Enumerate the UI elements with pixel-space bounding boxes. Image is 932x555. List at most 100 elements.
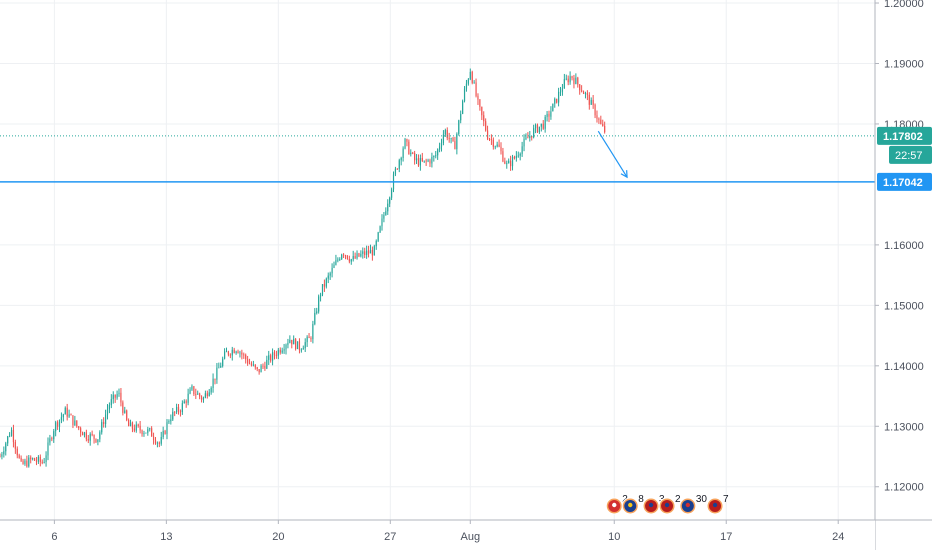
candle-body — [538, 126, 540, 133]
candle-body — [227, 351, 230, 355]
candle-body — [68, 414, 70, 417]
candle-body — [600, 119, 602, 124]
candle-body — [358, 253, 360, 257]
candle-body — [233, 349, 235, 354]
candle-body — [64, 407, 66, 415]
candle-body — [131, 422, 134, 429]
x-tick-label: Aug — [461, 531, 481, 543]
candle-body — [158, 442, 160, 444]
time-axis-bg — [0, 520, 875, 550]
candle-body — [419, 157, 421, 166]
candle-body — [247, 359, 249, 364]
candle-body — [312, 324, 314, 340]
candle-body — [137, 424, 139, 426]
candle-body — [396, 168, 398, 170]
candle-body — [456, 133, 458, 150]
candle-body — [304, 342, 306, 349]
candle-body — [30, 457, 32, 460]
candle-body — [80, 428, 82, 433]
candle-body — [0, 456, 1, 458]
candle-body — [344, 255, 347, 257]
candle-body — [604, 125, 606, 133]
economic-events[interactable]: 2832307 — [605, 494, 729, 515]
candle-body — [575, 77, 577, 84]
candle-body — [91, 434, 93, 435]
candle-body — [321, 284, 324, 295]
candle-body — [156, 442, 159, 444]
event-marker[interactable]: 7 — [706, 494, 729, 515]
candle-body — [571, 76, 573, 79]
candle-body — [287, 342, 289, 345]
candle-body — [331, 267, 333, 274]
event-marker[interactable]: 2 — [658, 494, 681, 515]
candle-body — [431, 156, 433, 164]
candle-body — [415, 158, 418, 161]
candle-body — [295, 338, 297, 350]
candle-body — [120, 392, 122, 403]
candle-body — [208, 392, 210, 397]
candle-body — [258, 369, 260, 373]
countdown-label: 22:57 — [895, 150, 923, 162]
candle-body — [218, 367, 220, 369]
candle-body — [291, 339, 293, 345]
x-tick-label: 20 — [272, 531, 284, 543]
candle-body — [383, 214, 385, 219]
candle-body — [195, 394, 197, 395]
candle-body — [502, 151, 504, 162]
candle-body — [204, 393, 206, 398]
candle-body — [78, 426, 80, 429]
candle-body — [498, 144, 500, 147]
candle-body — [128, 420, 130, 427]
candle-body — [582, 91, 585, 95]
candle-body — [310, 338, 312, 340]
candle-body — [56, 422, 59, 427]
candle-body — [327, 275, 329, 279]
candle-body — [521, 146, 523, 154]
candle-body — [481, 106, 483, 116]
candle-body — [35, 460, 38, 462]
candle-body — [237, 351, 239, 354]
candle-body — [103, 422, 105, 424]
candle-body — [440, 142, 443, 147]
candle-body — [579, 84, 581, 91]
candle-body — [414, 153, 416, 161]
event-marker[interactable]: 8 — [621, 494, 644, 515]
candle-body — [245, 354, 247, 360]
candle-body — [354, 256, 356, 259]
candle-body — [41, 461, 43, 463]
candle-body — [193, 386, 195, 395]
candle-body — [53, 431, 55, 440]
candle-body — [559, 91, 562, 93]
candle-body — [223, 351, 226, 359]
candle-body — [362, 251, 364, 254]
candle-body — [479, 99, 481, 107]
candle-body — [266, 359, 268, 369]
candle-body — [55, 422, 57, 432]
candle-body — [243, 354, 245, 356]
candle-body — [381, 218, 383, 227]
candle-body — [22, 460, 24, 464]
candle-body — [379, 226, 381, 233]
candle-body — [5, 443, 7, 452]
candle-body — [279, 349, 281, 353]
candle-body — [389, 197, 391, 204]
y-tick-label: 1.16000 — [884, 240, 924, 252]
candle-body — [404, 139, 406, 149]
current-price-badge — [877, 126, 932, 145]
event-marker[interactable]: 30 — [679, 494, 708, 515]
candle-body — [371, 249, 373, 256]
price-axis[interactable]: 1.200001.190001.180001.160001.150001.140… — [874, 0, 932, 550]
candle-body — [458, 120, 460, 134]
candle-body — [229, 354, 231, 356]
candle-body — [367, 250, 370, 254]
candle-body — [124, 410, 126, 413]
candle-body — [285, 344, 287, 350]
candle-body — [281, 350, 283, 353]
candle-body — [527, 137, 529, 139]
candle-body — [408, 141, 410, 155]
time-axis[interactable]: 6 13 20 27 Aug 10 17 24 — [0, 519, 932, 550]
y-tick-label: 1.19000 — [884, 58, 924, 70]
candle-body — [179, 411, 182, 413]
candle-body — [239, 352, 241, 354]
